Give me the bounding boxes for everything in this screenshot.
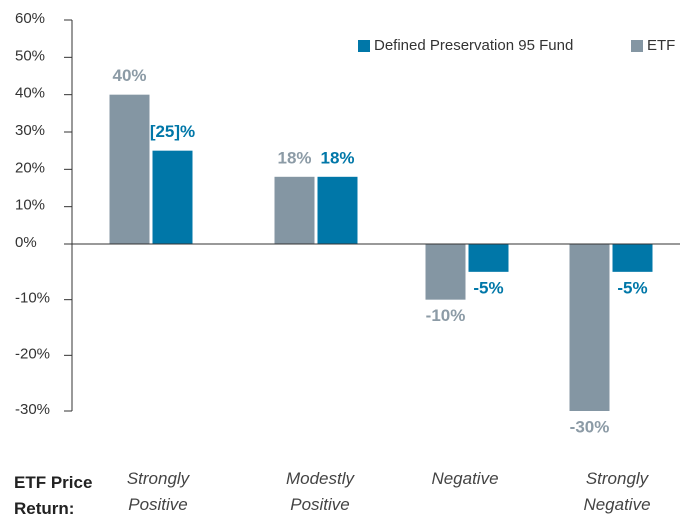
x-axis-label: ETF Price Return: [14, 473, 93, 516]
y-tick-label: 10% [15, 197, 45, 214]
value-label: -10% [426, 306, 466, 325]
legend-label: ETF [647, 37, 675, 54]
y-tick-label: -30% [15, 401, 50, 418]
value-label: 18% [277, 148, 311, 167]
value-label: -5% [617, 278, 647, 297]
value-label: [25]% [150, 122, 195, 141]
bar [109, 94, 150, 245]
x-tick-label: Negative [431, 469, 499, 488]
x-tick-label: Strongly Positive [126, 469, 190, 514]
y-tick-label: 0% [15, 234, 37, 251]
bar [425, 244, 466, 300]
bar [468, 244, 509, 272]
y-tick-label: 20% [15, 159, 45, 176]
x-tick-label: Modestly Positive [285, 469, 355, 514]
y-tick-label: -10% [15, 290, 50, 307]
bar [612, 244, 653, 272]
legend-label: Defined Preservation 95 Fund [374, 37, 573, 54]
x-tick-label: Strongly Negative [583, 469, 651, 514]
bar [569, 244, 610, 411]
y-tick-label: 30% [15, 122, 45, 139]
bar [317, 176, 358, 244]
legend-swatch [631, 40, 643, 52]
y-tick-label: 60% [15, 10, 45, 27]
y-tick-label: 50% [15, 47, 45, 64]
bar [152, 150, 193, 244]
y-tick-label: -20% [15, 345, 50, 362]
value-label: 40% [112, 66, 146, 85]
bar [274, 176, 315, 244]
value-label: -5% [473, 278, 503, 297]
value-label: 18% [320, 148, 354, 167]
value-label: -30% [570, 417, 610, 436]
y-tick-label: 40% [15, 85, 45, 102]
legend-swatch [358, 40, 370, 52]
